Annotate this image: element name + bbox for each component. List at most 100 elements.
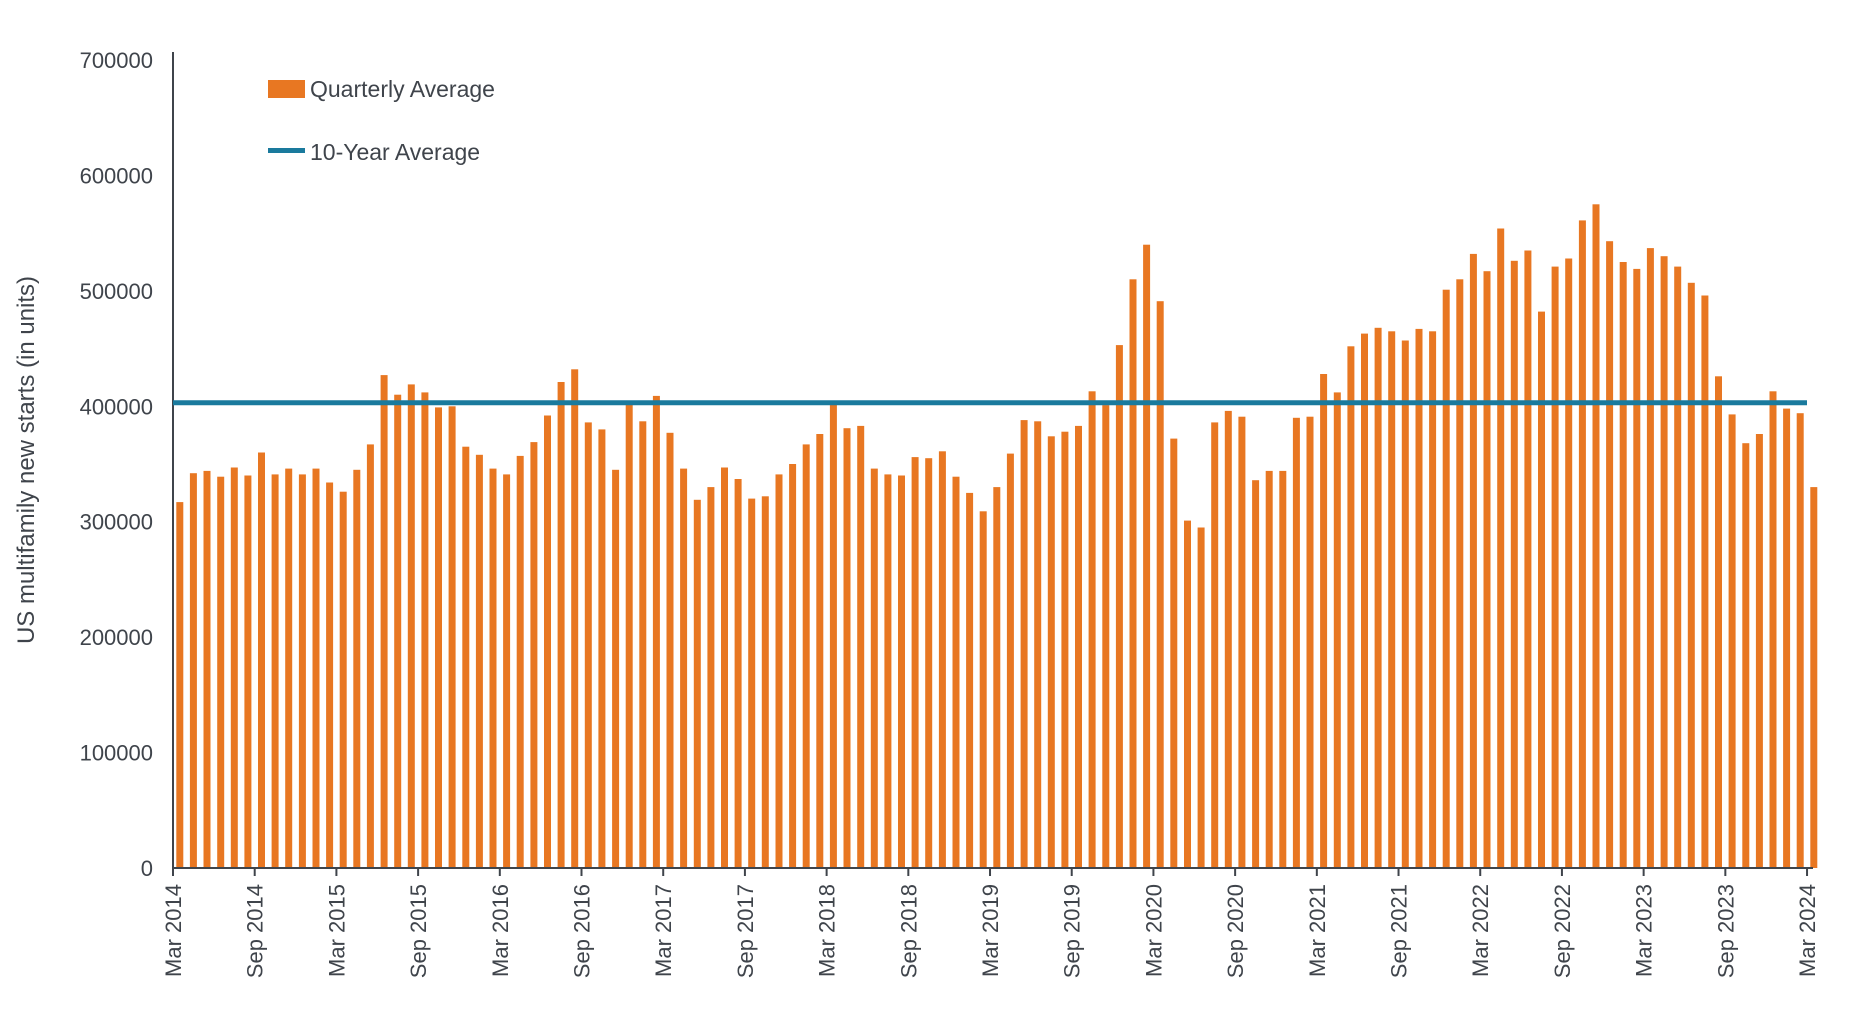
bar bbox=[1538, 311, 1545, 869]
y-tick-label: 700000 bbox=[80, 48, 153, 73]
bar bbox=[1320, 374, 1328, 868]
y-tick-label: 100000 bbox=[80, 741, 153, 766]
bar bbox=[1810, 487, 1818, 868]
bar bbox=[394, 394, 402, 868]
bar bbox=[775, 474, 783, 868]
bar bbox=[407, 384, 415, 868]
bar bbox=[584, 422, 592, 868]
legend: Quarterly Average 10-Year Average bbox=[268, 76, 495, 165]
bar bbox=[952, 476, 960, 868]
y-tick-label: 400000 bbox=[80, 394, 153, 419]
bar bbox=[475, 454, 483, 868]
bar bbox=[1075, 425, 1082, 868]
bar bbox=[1646, 248, 1654, 869]
x-tick-label: Sep 2015 bbox=[406, 884, 431, 978]
bar bbox=[1156, 301, 1164, 868]
bar bbox=[829, 400, 837, 868]
legend-average-label: 10-Year Average bbox=[310, 139, 480, 165]
x-tick-label: Mar 2017 bbox=[651, 884, 676, 977]
bar bbox=[189, 473, 197, 868]
bar bbox=[544, 415, 551, 868]
bar bbox=[1224, 410, 1232, 868]
bar bbox=[1592, 204, 1600, 869]
bar bbox=[1728, 414, 1736, 868]
bar bbox=[884, 474, 892, 868]
bar bbox=[1265, 470, 1273, 868]
bar bbox=[612, 469, 620, 868]
bar bbox=[1755, 434, 1763, 868]
bar bbox=[911, 457, 919, 868]
bar bbox=[1006, 453, 1014, 868]
legend-quarterly-label: Quarterly Average bbox=[310, 76, 495, 102]
bar bbox=[707, 487, 715, 868]
y-axis-title: US multifamily new starts (in units) bbox=[13, 276, 40, 644]
bar bbox=[285, 468, 293, 868]
bar bbox=[1660, 256, 1668, 868]
bar bbox=[435, 407, 442, 868]
bar bbox=[1701, 295, 1709, 868]
bar bbox=[1469, 253, 1477, 868]
x-tick-label: Sep 2019 bbox=[1060, 884, 1085, 978]
y-tick-label: 300000 bbox=[80, 510, 153, 535]
bar bbox=[802, 444, 810, 868]
bar bbox=[938, 451, 946, 868]
bar bbox=[1429, 331, 1437, 868]
bar bbox=[1143, 244, 1151, 868]
bar bbox=[1279, 470, 1287, 868]
bar bbox=[693, 499, 701, 868]
bar bbox=[1102, 405, 1110, 868]
bar bbox=[244, 475, 252, 868]
x-tick-label: Mar 2022 bbox=[1468, 884, 1493, 977]
bar bbox=[217, 476, 225, 868]
bar bbox=[789, 464, 797, 868]
bar bbox=[652, 395, 660, 868]
x-tick-label: Sep 2021 bbox=[1387, 884, 1412, 978]
bar bbox=[203, 470, 211, 868]
bar bbox=[516, 455, 524, 868]
x-tick-label: Sep 2020 bbox=[1223, 884, 1248, 978]
bar bbox=[462, 446, 470, 868]
x-tick-label: Mar 2019 bbox=[978, 884, 1003, 977]
bar bbox=[734, 479, 742, 868]
x-tick-label: Sep 2016 bbox=[570, 884, 595, 978]
bar bbox=[1047, 436, 1055, 868]
x-tick-label: Sep 2017 bbox=[733, 884, 758, 978]
bar bbox=[1674, 266, 1682, 869]
bar bbox=[1742, 443, 1750, 868]
bar bbox=[1415, 328, 1423, 868]
bar bbox=[421, 392, 429, 868]
bar bbox=[1061, 431, 1069, 868]
x-tick-label: Mar 2023 bbox=[1632, 884, 1657, 977]
x-tick-label: Mar 2015 bbox=[324, 884, 349, 977]
bar bbox=[1374, 327, 1382, 868]
bar bbox=[870, 468, 878, 868]
bar bbox=[625, 404, 633, 868]
y-tick-label: 600000 bbox=[80, 163, 153, 188]
x-tick-label: Mar 2024 bbox=[1795, 884, 1820, 977]
x-tick-label: Mar 2020 bbox=[1141, 884, 1166, 977]
bar bbox=[353, 469, 361, 868]
bar bbox=[489, 468, 497, 868]
bar bbox=[1783, 408, 1791, 868]
bar bbox=[1388, 331, 1396, 868]
x-tick-label: Mar 2018 bbox=[815, 884, 840, 977]
bar bbox=[843, 428, 851, 868]
bar bbox=[1020, 420, 1028, 868]
bar bbox=[666, 432, 674, 868]
bar bbox=[258, 452, 265, 868]
y-tick-label: 500000 bbox=[80, 279, 153, 304]
bar bbox=[366, 444, 374, 868]
bar bbox=[1292, 417, 1300, 868]
bar bbox=[598, 429, 606, 868]
bar bbox=[1129, 279, 1137, 868]
x-tick-label: Mar 2014 bbox=[161, 884, 186, 977]
bar bbox=[1687, 282, 1695, 868]
bar bbox=[721, 467, 728, 868]
bar bbox=[1456, 279, 1464, 868]
bar bbox=[1401, 340, 1409, 868]
bar bbox=[748, 498, 756, 868]
bar bbox=[326, 482, 334, 868]
bar bbox=[1361, 333, 1368, 869]
bar bbox=[1034, 421, 1042, 868]
